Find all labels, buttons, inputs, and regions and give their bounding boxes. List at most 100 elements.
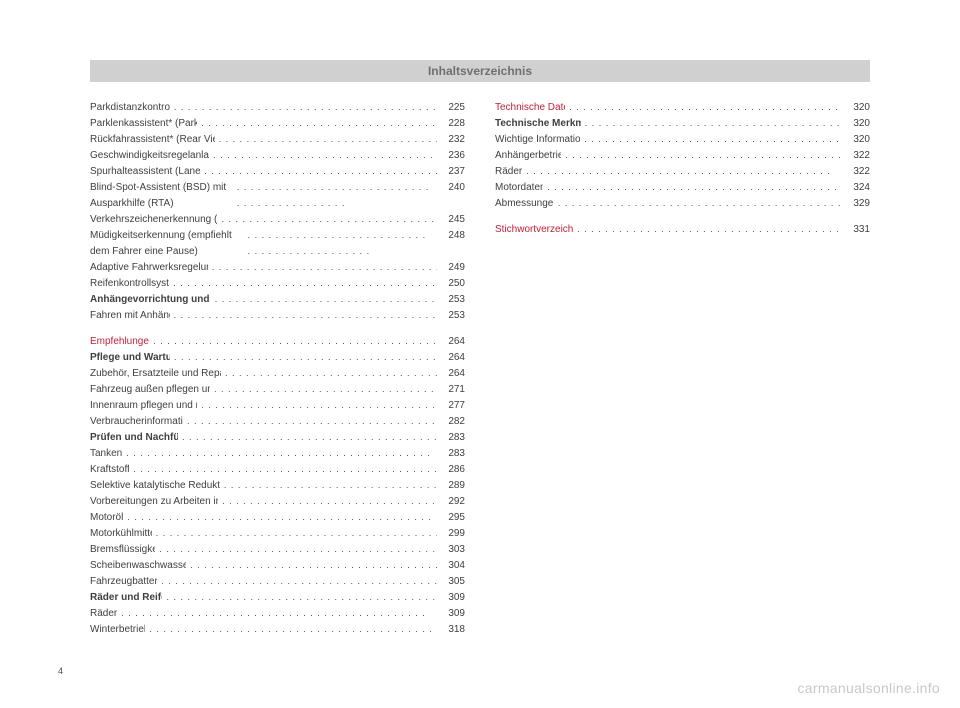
toc-row: Prüfen und Nachfüllen283 <box>90 430 465 446</box>
toc-dots <box>117 606 437 622</box>
toc-page: 299 <box>437 526 465 542</box>
toc-page: 318 <box>437 622 465 638</box>
toc-column-right: Technische Daten320Technische Merkmale32… <box>495 100 870 638</box>
toc-page: 303 <box>437 542 465 558</box>
toc-row: Zubehör, Ersatzteile und Reparaturarbeit… <box>90 366 465 382</box>
toc-page: 264 <box>437 350 465 366</box>
toc-row: Parkdistanzkontrolle*225 <box>90 100 465 116</box>
toc-label: Anhängevorrichtung und Anhänger <box>90 292 211 308</box>
toc-row: Winterbetrieb 318 <box>90 622 465 638</box>
toc-dots <box>129 462 437 478</box>
toc-row: Empfehlungen 264 <box>90 334 465 350</box>
toc-row: Verkehrszeichenerkennung (Sign Assist)*2… <box>90 212 465 228</box>
toc-dots <box>554 196 842 212</box>
toc-dots <box>217 212 437 228</box>
toc-label: Spurhalteassistent (Lane Assist)* <box>90 164 200 180</box>
toc-row: Müdigkeitserkennung (empfiehlt dem Fahre… <box>90 228 465 260</box>
toc-page: 331 <box>842 222 870 238</box>
toc-dots <box>581 116 842 132</box>
toc-dots <box>565 100 842 116</box>
toc-row: Räder309 <box>90 606 465 622</box>
watermark: carmanualsonline.info <box>798 680 941 696</box>
toc-page: 295 <box>437 510 465 526</box>
toc-label: Empfehlungen <box>90 334 149 350</box>
toc-page: 271 <box>437 382 465 398</box>
header-bar: Inhaltsverzeichnis <box>90 60 870 82</box>
toc-label: Fahren mit Anhänger <box>90 308 170 324</box>
toc-row: Spurhalteassistent (Lane Assist)*237 <box>90 164 465 180</box>
toc-label: Selektive katalytische Reduktion* (AdBlu… <box>90 478 220 494</box>
toc-page: 236 <box>437 148 465 164</box>
toc-dots <box>221 366 437 382</box>
toc-label: Innenraum pflegen und reinigen <box>90 398 197 414</box>
toc-page: 277 <box>437 398 465 414</box>
toc-page: 282 <box>437 414 465 430</box>
toc-row: Vorbereitungen zu Arbeiten im Motorraum 2… <box>90 494 465 510</box>
toc-dots <box>522 164 842 180</box>
toc-label: Kraftstoff <box>90 462 129 478</box>
toc-label: Geschwindigkeitsregelanlage* (GRA) <box>90 148 209 164</box>
toc-row: Tanken283 <box>90 446 465 462</box>
toc-label: Pflege und Wartung <box>90 350 170 366</box>
toc-row: Scheibenwaschwassertank304 <box>90 558 465 574</box>
toc-label: Verbraucherinformationen <box>90 414 183 430</box>
toc-dots <box>157 574 437 590</box>
toc-row: Reifenkontrollsystem250 <box>90 276 465 292</box>
toc-label: Motordaten <box>495 180 543 196</box>
toc-label: Parklenkassistent* (Park Assist) <box>90 116 197 132</box>
toc-row: Kraftstoff 286 <box>90 462 465 478</box>
toc-dots <box>197 398 437 414</box>
toc-dots <box>211 292 437 308</box>
toc-label: Motorkühlmittel <box>90 526 152 542</box>
toc-label: Fahrzeugbatterie <box>90 574 157 590</box>
toc-dots <box>200 164 437 180</box>
toc-page: 264 <box>437 366 465 382</box>
toc-row: Stichwortverzeichnis331 <box>495 222 870 238</box>
toc-dots <box>152 526 437 542</box>
toc-page: 329 <box>842 196 870 212</box>
toc-dots <box>209 148 437 164</box>
toc-page: 286 <box>437 462 465 478</box>
toc-row: Abmessungen329 <box>495 196 870 212</box>
toc-label: Anhängerbetrieb <box>495 148 561 164</box>
toc-row: Räder und Reifen309 <box>90 590 465 606</box>
toc-dots <box>561 148 842 164</box>
toc-page: 289 <box>437 478 465 494</box>
toc-dots <box>170 100 437 116</box>
toc-row: Motorkühlmittel 299 <box>90 526 465 542</box>
toc-row: Motoröl295 <box>90 510 465 526</box>
toc-row: Innenraum pflegen und reinigen 277 <box>90 398 465 414</box>
toc-dots <box>543 180 842 196</box>
toc-dots <box>220 478 437 494</box>
toc-page: 240 <box>437 180 465 196</box>
toc-page: 320 <box>842 100 870 116</box>
toc-dots <box>170 308 437 324</box>
toc-dots <box>186 558 437 574</box>
toc-row: Blind-Spot-Assistent (BSD) mit Ausparkhi… <box>90 180 465 212</box>
toc-page: 292 <box>437 494 465 510</box>
toc-label: Scheibenwaschwassertank <box>90 558 186 574</box>
toc-page: 228 <box>437 116 465 132</box>
page-number: 4 <box>58 666 63 676</box>
toc-label: Räder und Reifen <box>90 590 162 606</box>
toc-label: Blind-Spot-Assistent (BSD) mit Ausparkhi… <box>90 180 233 212</box>
toc-dots <box>149 334 437 350</box>
toc-label: Adaptive Fahrwerksregelung (DCC)* <box>90 260 208 276</box>
toc-row: Wichtige Informationen320 <box>495 132 870 148</box>
toc-dots <box>580 132 842 148</box>
toc-label: Müdigkeitserkennung (empfiehlt dem Fahre… <box>90 228 244 260</box>
toc-label: Rückfahrassistent* (Rear View Camera) <box>90 132 215 148</box>
toc-page: 324 <box>842 180 870 196</box>
toc-page: 309 <box>437 606 465 622</box>
toc-page: 232 <box>437 132 465 148</box>
toc-row: Anhängerbetrieb322 <box>495 148 870 164</box>
toc-row: Fahrzeugbatterie305 <box>90 574 465 590</box>
toc-row: Pflege und Wartung 264 <box>90 350 465 366</box>
toc-label: Vorbereitungen zu Arbeiten im Motorraum <box>90 494 218 510</box>
toc-label: Winterbetrieb <box>90 622 145 638</box>
toc-dots <box>215 132 437 148</box>
toc-label: Verkehrszeichenerkennung (Sign Assist)* <box>90 212 217 228</box>
toc-row: Verbraucherinformationen 282 <box>90 414 465 430</box>
toc-label: Wichtige Informationen <box>495 132 580 148</box>
toc-page: 264 <box>437 334 465 350</box>
